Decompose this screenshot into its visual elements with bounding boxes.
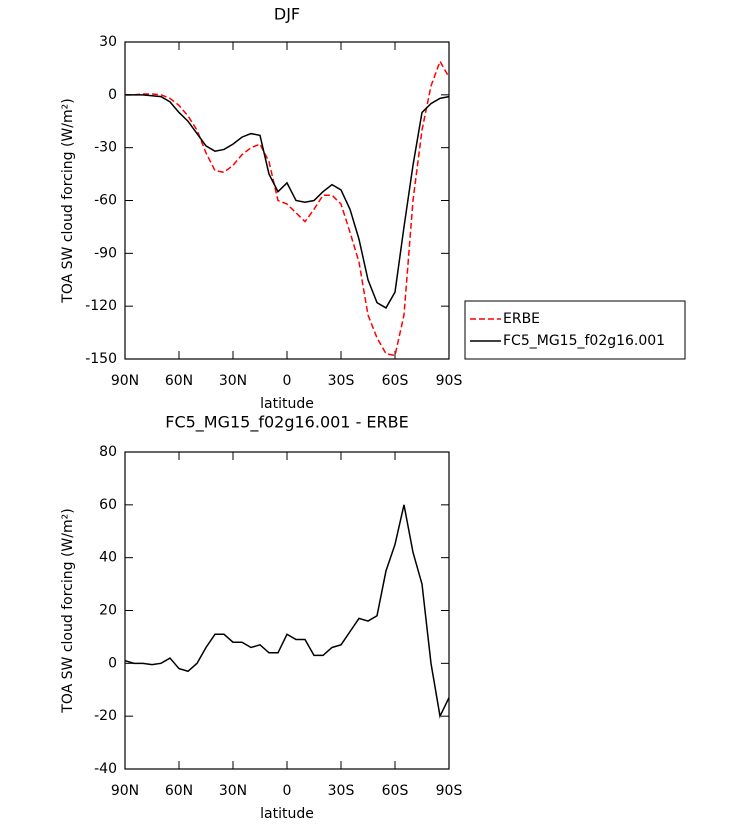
x-tick-label: 60S [382,373,409,389]
chart-title: FC5_MG15_f02g16.001 - ERBE [165,413,409,433]
y-tick-label: -150 [85,351,117,367]
plot-frame [124,451,450,770]
x-tick-label: 30N [219,373,247,389]
y-tick-label: 40 [99,550,117,566]
x-tick-label: 60S [382,783,409,799]
x-tick-label: 90S [436,783,463,799]
x-tick-label: 0 [283,783,292,799]
chart-title: DJF [274,5,300,24]
x-axis-label: latitude [260,806,314,822]
x-tick-label: 30S [328,783,355,799]
x-axis-label: latitude [260,396,314,412]
y-tick-label: -90 [94,245,117,261]
y-tick-label: -120 [85,298,117,314]
y-tick-label: -60 [94,193,117,209]
y-tick-label: 20 [99,603,117,619]
x-tick-label: 90N [111,373,139,389]
x-tick-label: 90S [436,373,463,389]
x-tick-label: 30S [328,373,355,389]
legend-label: ERBE [503,311,540,327]
y-tick-label: -20 [94,708,117,724]
x-tick-label: 60N [165,783,193,799]
y-tick-label: 60 [99,497,117,513]
x-tick-label: 0 [283,373,292,389]
x-tick-label: 60N [165,373,193,389]
data-line [125,94,450,309]
data-line [125,59,450,357]
y-tick-label: -40 [94,761,117,777]
x-tick-label: 30N [219,783,247,799]
y-tick-label: -30 [94,140,117,156]
plot-frame [124,41,450,360]
legend-label: FC5_MG15_f02g16.001 [503,333,665,349]
y-tick-label: 80 [99,444,117,460]
data-line [124,504,450,719]
y-tick-label: 0 [108,87,117,103]
legend-box [464,300,686,360]
y-axis-label: TOA SW cloud forcing (W/m²) [60,508,76,713]
y-tick-label: 30 [99,34,117,50]
y-axis-label: TOA SW cloud forcing (W/m²) [60,98,76,303]
y-tick-label: 0 [108,655,117,671]
x-tick-label: 90N [111,783,139,799]
